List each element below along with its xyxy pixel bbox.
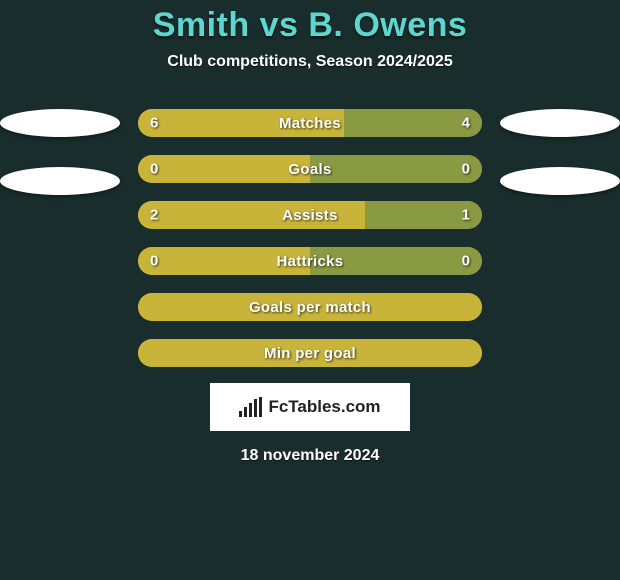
stat-label: Goals per match [249,299,371,316]
stat-row: 0 0 Goals [138,155,482,183]
title-player1: Smith [153,6,250,44]
logo-bars-icon [239,397,262,417]
stat-label: Assists [282,207,337,224]
left-badges [0,109,130,195]
stat-bar-left-fill [138,155,310,183]
stat-row: 2 1 Assists [138,201,482,229]
player1-badge-1 [0,109,120,137]
comparison-card: Smith vs B. Owens Club competitions, Sea… [0,0,620,580]
title-player2: B. Owens [308,6,467,44]
stat-value-left: 0 [150,161,158,178]
stat-bar-right-fill [310,155,482,183]
title-vs: vs [260,6,299,44]
stat-value-left: 6 [150,115,158,132]
stat-value-right: 0 [462,253,470,270]
title: Smith vs B. Owens [153,6,468,45]
stat-value-right: 1 [462,207,470,224]
logo-text: FcTables.com [268,397,380,417]
stat-row: Goals per match [138,293,482,321]
stat-row: 6 4 Matches [138,109,482,137]
right-badges [490,109,620,195]
stat-label: Hattricks [277,253,344,270]
stat-label: Goals [288,161,331,178]
player2-badge-2 [500,167,620,195]
logo: FcTables.com [210,383,410,431]
stat-row: Min per goal [138,339,482,367]
subtitle: Club competitions, Season 2024/2025 [167,53,452,71]
stat-value-right: 4 [462,115,470,132]
stat-value-left: 2 [150,207,158,224]
stat-value-right: 0 [462,161,470,178]
stats-area: 6 4 Matches 0 0 Goals 2 1 Assists 0 0 Hattricks Goal… [0,109,620,367]
stat-value-left: 0 [150,253,158,270]
stat-label: Min per goal [264,345,356,362]
player2-badge-1 [500,109,620,137]
player1-badge-2 [0,167,120,195]
date: 18 november 2024 [241,447,380,465]
stat-label: Matches [279,115,341,132]
stat-row: 0 0 Hattricks [138,247,482,275]
